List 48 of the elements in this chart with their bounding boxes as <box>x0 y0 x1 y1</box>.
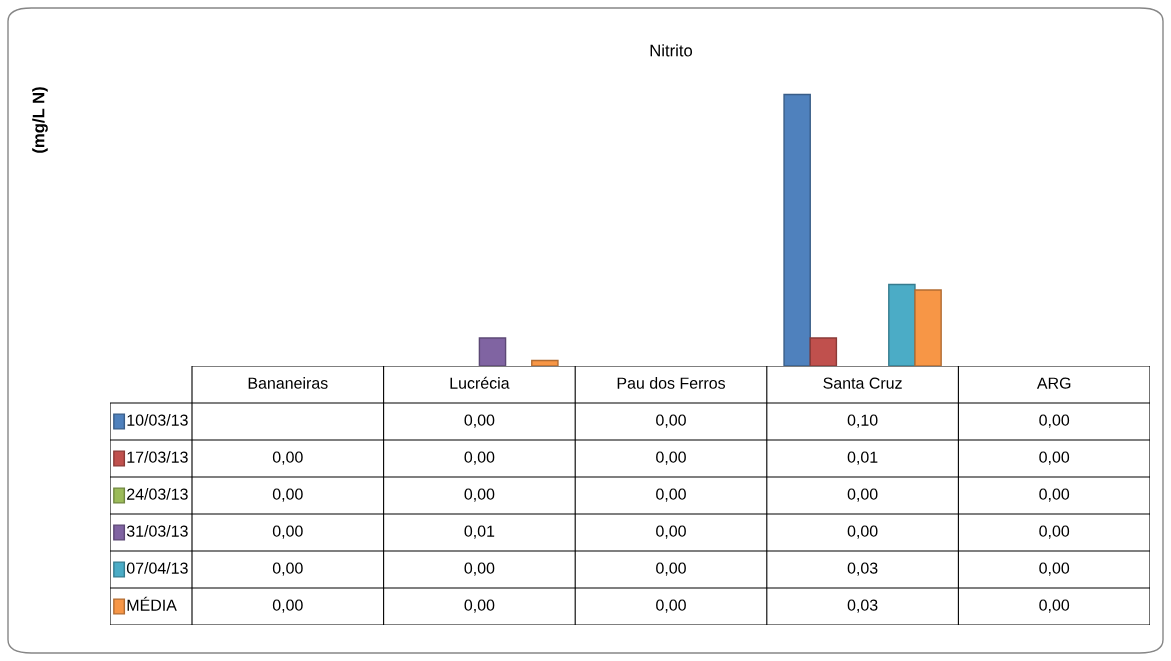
data-label: 0,00 <box>1039 414 1070 428</box>
data-label: 0,00 <box>464 414 495 428</box>
data-label: 0,00 <box>464 599 495 613</box>
data-label: 0,00 <box>272 562 303 576</box>
x-tick-label: Santa Cruz <box>823 377 902 389</box>
bar <box>914 289 942 366</box>
data-label: 0,00 <box>1039 525 1070 539</box>
bar <box>888 283 916 366</box>
bar <box>809 337 838 366</box>
data-label: 0,03 <box>847 562 878 576</box>
data-label: 0,00 <box>1039 562 1070 576</box>
data-label: 0,00 <box>656 562 686 576</box>
legend-label: MÉDIA <box>127 596 177 611</box>
data-label: 0,00 <box>272 451 303 465</box>
data-label: 0,00 <box>847 488 878 502</box>
data-label: 0,00 <box>1039 451 1070 465</box>
legend-label: 31/03/13 <box>126 525 188 537</box>
data-label: 0,03 <box>847 599 878 613</box>
data-label: 0,01 <box>847 451 878 465</box>
data-label: 0,00 <box>1039 599 1070 613</box>
data-label: 0,00 <box>464 451 495 465</box>
x-tick-label: ARG <box>1036 377 1071 389</box>
legend-label: 10/03/13 <box>127 414 188 426</box>
bar <box>478 337 507 366</box>
data-label: 0,10 <box>847 414 878 428</box>
chart-title: Nitrito <box>650 44 693 57</box>
data-label: 0,00 <box>656 451 686 465</box>
x-tick-label: Pau dos Ferros <box>617 377 726 389</box>
data-label: 0,00 <box>656 599 686 613</box>
data-label: 0,00 <box>464 562 495 576</box>
x-tick-label: Bananeiras <box>248 377 328 389</box>
text: (mg/L N) <box>32 87 48 153</box>
bar <box>783 93 811 366</box>
data-label: 0,00 <box>656 488 686 502</box>
bar <box>531 359 559 366</box>
legend-label: 24/03/13 <box>127 488 188 500</box>
x-tick-label: Lucrécia <box>450 376 510 389</box>
data-label: 0,00 <box>847 525 878 539</box>
data-label: 0,00 <box>656 525 686 539</box>
legend-label: 17/03/13 <box>127 451 188 463</box>
legend-label: 07/04/13 <box>126 562 188 574</box>
data-label: 0,00 <box>272 525 303 539</box>
data-label: 0,00 <box>1039 488 1070 502</box>
data-label: 0,00 <box>464 488 495 502</box>
data-label: 0,00 <box>656 414 686 428</box>
data-label: 0,01 <box>464 525 495 539</box>
data-label: 0,00 <box>272 599 303 613</box>
data-label: 0,00 <box>272 488 303 502</box>
